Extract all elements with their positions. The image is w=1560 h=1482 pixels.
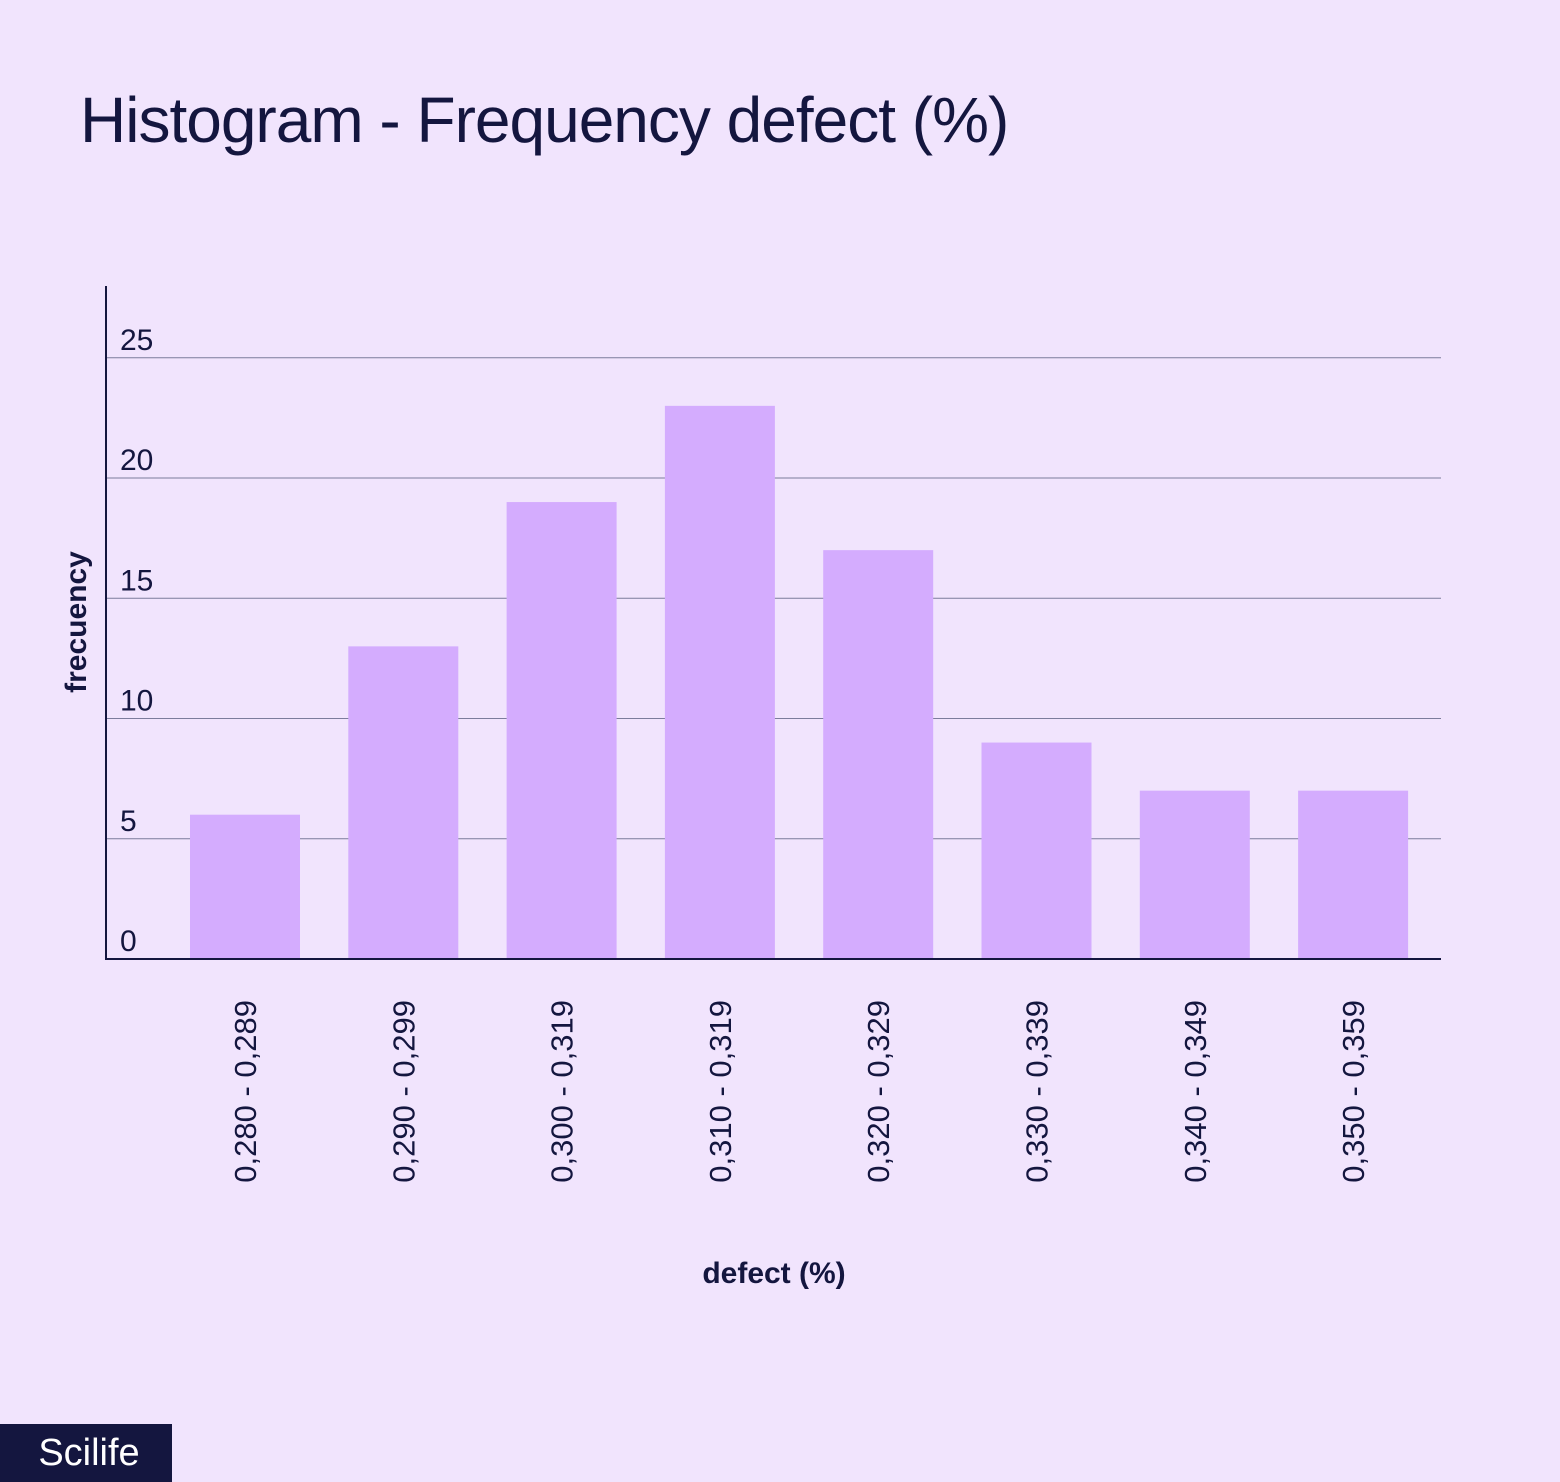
histogram-bar [348, 646, 459, 959]
axes [105, 286, 1441, 960]
x-tick-labels: 0,280 - 0,289 0,290 - 0,299 0,300 - 0,319 0… [228, 1000, 1371, 1183]
y-tick-labels: 0 5 10 15 20 25 [120, 324, 153, 958]
histogram-bar [823, 550, 934, 959]
histogram-bar [190, 814, 300, 959]
bars [190, 405, 1409, 960]
histogram-bar [506, 502, 617, 959]
x-tick-label: 0,320 - 0,329 [861, 1000, 896, 1183]
y-tick-label: 5 [120, 805, 137, 838]
x-tick-label: 0,330 - 0,339 [1020, 1000, 1055, 1183]
y-tick-label: 25 [120, 324, 153, 357]
y-tick-label: 20 [120, 444, 153, 477]
x-axis-label: defect (%) [702, 1257, 845, 1290]
histogram-bar [664, 405, 775, 960]
x-tick-label: 0,280 - 0,289 [228, 1000, 263, 1183]
x-tick-label: 0,310 - 0,319 [703, 1000, 738, 1183]
histogram-bar [981, 742, 1092, 959]
y-axis-label: frecuency [60, 551, 93, 693]
chart-title: Histogram - Frequency defect (%) [80, 84, 1009, 156]
y-tick-label: 0 [120, 925, 137, 958]
x-tick-label: 0,290 - 0,299 [386, 1000, 421, 1183]
brand-logo: Scilife [0, 1424, 172, 1482]
y-tick-label: 15 [120, 564, 153, 597]
x-tick-label: 0,340 - 0,349 [1178, 1000, 1213, 1183]
histogram-bar [1298, 790, 1409, 959]
x-tick-label: 0,300 - 0,319 [545, 1000, 580, 1183]
histogram-chart: 0 5 10 15 20 25 0,280 - 0,289 0,290 - 0,299 0,3… [60, 286, 1441, 1290]
histogram-bar [1139, 790, 1250, 959]
y-tick-label: 10 [120, 685, 153, 718]
x-tick-label: 0,350 - 0,359 [1336, 1000, 1371, 1183]
